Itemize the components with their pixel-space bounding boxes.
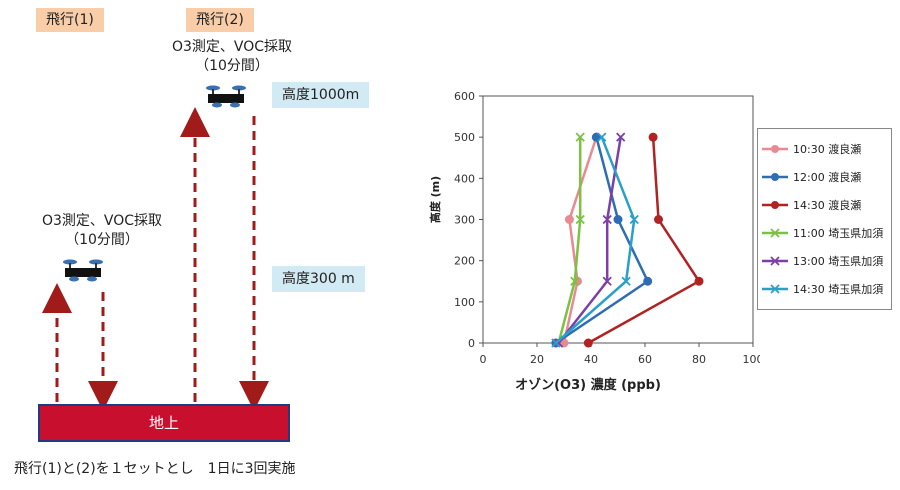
data-point [583, 338, 593, 348]
data-point [613, 215, 623, 224]
series-line [557, 136, 622, 344]
y-tick-label: 200 [454, 255, 475, 268]
series-line [587, 137, 701, 345]
flight2-note-line1: O3測定、VOC採取 [171, 39, 293, 55]
legend-label: 10:30 渡良瀬 [793, 143, 862, 156]
data-point [602, 276, 612, 286]
legend-label: 11:00 埼玉県加須 [793, 227, 884, 240]
data-point [643, 276, 653, 286]
x-tick-label: 20 [530, 353, 544, 366]
chart-legend: 10:30 渡良瀬 12:00 渡良瀬 14:30 渡良瀬 11:00 埼玉県加須 13… [757, 128, 892, 310]
data-point [629, 214, 639, 225]
x-tick-label: 100 [743, 353, 761, 366]
ground-bar: 地上 [38, 404, 290, 442]
drone-low-icon [63, 259, 103, 282]
y-tick-label: 0 [468, 337, 475, 350]
flight1-note-line1: O3測定、VOC採取 [41, 213, 163, 229]
data-point [551, 338, 561, 348]
legend-swatch [762, 145, 788, 153]
x-tick-label: 60 [638, 353, 652, 366]
y-tick-label: 600 [454, 90, 475, 103]
legend-label: 14:30 渡良瀬 [793, 199, 862, 212]
data-point [621, 276, 631, 286]
data-point [564, 215, 574, 224]
y-tick-label: 500 [454, 131, 475, 144]
legend-label: 12:00 渡良瀬 [793, 171, 862, 184]
data-point [570, 276, 580, 286]
flight1-note: O3測定、VOC採取 （10分間） [12, 212, 192, 250]
data-point [694, 276, 704, 286]
series-line [555, 136, 650, 345]
x-tick-label: 0 [480, 353, 487, 366]
flight2-note: O3測定、VOC採取 （10分間） [142, 38, 322, 76]
legend-item: 14:30 渡良瀬 [762, 191, 887, 219]
x-axis-label: オゾン(O3) 濃度 (ppb) [515, 377, 661, 393]
series-line [562, 136, 598, 344]
legend-item: 10:30 渡良瀬 [762, 135, 887, 163]
ground-label: 地上 [148, 414, 179, 432]
altitude-300-label: 高度300 m [272, 266, 365, 292]
legend-swatch [762, 256, 788, 266]
legend-item: 11:00 埼玉県加須 [762, 219, 887, 247]
flight1-note-line2: （10分間） [65, 232, 139, 248]
flight2-note-line2: （10分間） [195, 58, 269, 74]
footer-text: 飛行(1)と(2)を１セットとし 1日に3回実施 [14, 461, 296, 477]
data-point [597, 132, 607, 142]
legend-item: 13:00 埼玉県加須 [762, 247, 887, 275]
ozone-chart: 0 100 200 300 400 500 600 0 20 40 60 80 100 オゾン(O3) 濃… [428, 90, 761, 393]
x-tick-label: 40 [584, 353, 598, 366]
flight-arrows [42, 107, 269, 410]
altitude-1000-label: 高度1000m [272, 82, 370, 108]
data-point [602, 214, 612, 225]
y-axis-label: 高度 (m) [428, 176, 442, 223]
series-line [557, 137, 582, 344]
series-line [555, 136, 636, 344]
legend-item: 12:00 渡良瀬 [762, 163, 887, 191]
data-point [654, 215, 663, 224]
legend-swatch [762, 228, 788, 238]
y-tick-label: 300 [454, 214, 475, 227]
legend-item: 14:30 埼玉県加須 [762, 275, 887, 303]
y-tick-label: 400 [454, 172, 475, 185]
data-point [648, 132, 658, 142]
data-point [575, 214, 585, 225]
y-tick-label: 100 [454, 296, 475, 309]
legend-swatch [762, 201, 788, 209]
data-point [553, 338, 564, 348]
legend-label: 14:30 埼玉県加須 [793, 283, 884, 296]
flight1-tag: 飛行(1) [36, 8, 104, 32]
legend-swatch [762, 284, 788, 294]
x-tick-label: 80 [692, 353, 706, 366]
data-point [575, 132, 585, 142]
legend-swatch [762, 173, 788, 181]
data-point [616, 132, 626, 142]
drone-high-icon [206, 85, 246, 108]
flight2-tag: 飛行(2) [186, 8, 254, 32]
legend-label: 13:00 埼玉県加須 [793, 255, 884, 268]
